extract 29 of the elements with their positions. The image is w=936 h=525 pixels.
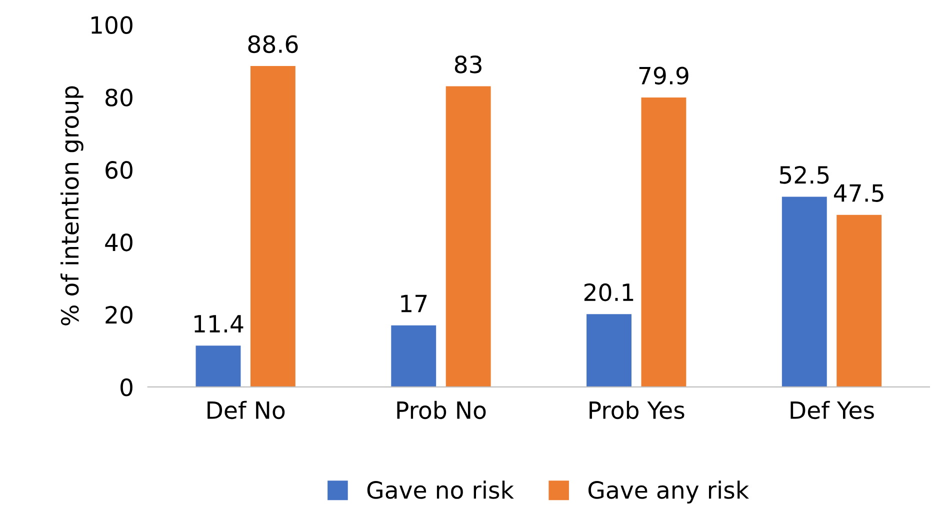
y-tick-label: 60 xyxy=(106,161,132,179)
data-label: 88.6 xyxy=(248,35,298,54)
data-label: 83 xyxy=(454,55,482,74)
data-label: 79.9 xyxy=(639,66,688,85)
y-tick-label: 80 xyxy=(106,88,132,106)
bar xyxy=(641,97,686,387)
y-tick-label: 40 xyxy=(105,233,132,252)
x-tick-label: Prob No xyxy=(397,400,486,420)
bar xyxy=(446,86,491,387)
bar xyxy=(391,325,436,387)
data-label: 11.4 xyxy=(194,315,244,332)
x-tick-label: Prob Yes xyxy=(590,400,684,420)
y-tick-label: 100 xyxy=(92,16,132,34)
bar xyxy=(586,314,632,387)
bar xyxy=(250,66,296,387)
data-label: 20.1 xyxy=(584,283,634,302)
data-label: 17 xyxy=(401,294,427,312)
bar xyxy=(196,346,241,387)
bar xyxy=(836,214,882,387)
data-label: 52.5 xyxy=(780,166,829,184)
y-axis-title: % of intention group xyxy=(60,86,84,326)
data-label: 47.5 xyxy=(834,184,884,202)
legend-label: Gave no risk xyxy=(367,480,514,499)
x-tick-label: Def No xyxy=(208,400,285,420)
y-tick-label: 20 xyxy=(106,306,132,324)
x-tick-label: Def Yes xyxy=(790,400,874,420)
y-tick-label: 0 xyxy=(120,378,132,396)
legend-label: Gave any risk xyxy=(588,480,750,504)
bar xyxy=(782,196,827,387)
